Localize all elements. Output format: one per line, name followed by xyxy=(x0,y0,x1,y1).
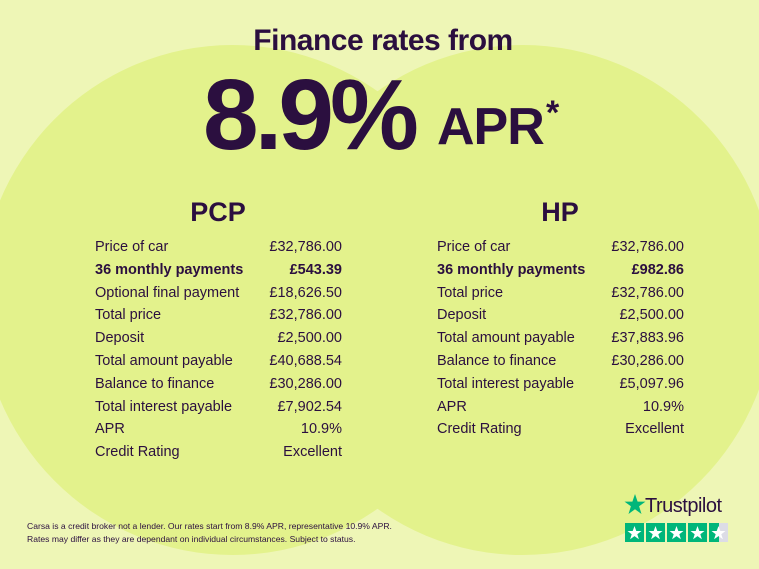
table-heading: PCP xyxy=(190,197,246,227)
row-value: £32,786.00 xyxy=(611,239,684,255)
row-value: £2,500.00 xyxy=(619,307,684,324)
table-row: Total price £32,786.00 xyxy=(95,307,342,323)
rate: 8.9% xyxy=(203,59,419,171)
rating-stars xyxy=(625,523,728,542)
circle xyxy=(270,45,759,555)
footnote-mark: * xyxy=(546,94,560,132)
row-label: Optional final payment xyxy=(95,284,240,301)
title: Finance rates from xyxy=(253,24,513,57)
row-label: Total amount payable xyxy=(95,353,233,369)
row-label: Price of car xyxy=(95,239,169,255)
row-label: 36 monthly payments xyxy=(437,261,586,278)
table-row: Optional final payment £18,626.50 xyxy=(95,285,342,301)
row-value: £2,500.00 xyxy=(277,330,342,347)
row-label: Balance to finance xyxy=(437,353,557,369)
row-value: £543.39 xyxy=(289,261,342,278)
row-label: Total price xyxy=(95,307,162,324)
table-row: 36 monthly payments £982.86 xyxy=(437,262,684,278)
row-label: Credit Rating xyxy=(437,421,522,438)
row-label: APR xyxy=(437,398,467,415)
table-row: Credit Rating Excellent xyxy=(437,421,684,437)
table-row: Total interest payable £7,902.54 xyxy=(95,399,342,415)
table-row: Total amount payable £37,883.96 xyxy=(437,330,684,346)
row-value: £30,286.00 xyxy=(269,375,342,392)
row-value: £5,097.96 xyxy=(619,375,684,392)
table-row: Deposit £2,500.00 xyxy=(95,330,342,346)
row-label: Deposit xyxy=(437,307,487,324)
table-row: Total amount payable £40,688.54 xyxy=(95,353,342,369)
trustpilot-logo xyxy=(624,494,728,542)
row-value: 10.9% xyxy=(300,421,342,438)
row-label: Credit Rating xyxy=(95,444,180,461)
row-value: £18,626.50 xyxy=(269,284,342,301)
disclaimer: Rates may differ as they are dependant o… xyxy=(27,534,356,544)
row-value: £7,902.54 xyxy=(277,398,342,415)
row-label: Deposit xyxy=(95,330,145,347)
row-value: £32,786.00 xyxy=(269,307,342,324)
row-label: Total price xyxy=(437,284,504,301)
table-heading: HP xyxy=(541,197,579,227)
row-value: £30,286.00 xyxy=(611,353,684,369)
table-row: Total interest payable £5,097.96 xyxy=(437,376,684,392)
row-label: Price of car xyxy=(437,239,511,255)
table-row: Balance to finance £30,286.00 xyxy=(437,353,684,369)
table-row: 36 monthly payments £543.39 xyxy=(95,262,342,278)
row-value: 10.9% xyxy=(642,398,684,415)
table-row: APR 10.9% xyxy=(95,421,342,437)
row-value: £32,786.00 xyxy=(269,239,342,255)
row-label: Total interest payable xyxy=(95,398,233,415)
row-value: Excellent xyxy=(625,421,684,438)
table-row: APR 10.9% xyxy=(437,399,684,415)
row-label: Balance to finance xyxy=(95,375,215,392)
row-value: Excellent xyxy=(283,444,342,461)
row-value: £40,688.54 xyxy=(269,353,342,369)
trustpilot-label: Trustpilot xyxy=(645,495,722,517)
row-label: Total interest payable xyxy=(437,375,575,392)
disclaimer: Carsa is a credit broker not a lender. O… xyxy=(27,521,392,531)
table-row: Total price £32,786.00 xyxy=(437,285,684,301)
row-label: 36 monthly payments xyxy=(95,261,244,278)
table-row: Balance to finance £30,286.00 xyxy=(95,376,342,392)
row-label: Total amount payable xyxy=(437,330,575,347)
row-label: APR xyxy=(95,421,125,438)
row-value: £32,786.00 xyxy=(611,284,684,301)
row-value: £982.86 xyxy=(631,261,684,278)
unit: APR xyxy=(437,98,545,156)
table-row: Price of car £32,786.00 xyxy=(437,239,684,255)
table-row: Credit Rating Excellent xyxy=(95,444,342,460)
table-row: Deposit £2,500.00 xyxy=(437,307,684,323)
logo-star xyxy=(624,494,646,514)
row-value: £37,883.96 xyxy=(611,330,684,347)
table-row: Price of car £32,786.00 xyxy=(95,239,342,255)
